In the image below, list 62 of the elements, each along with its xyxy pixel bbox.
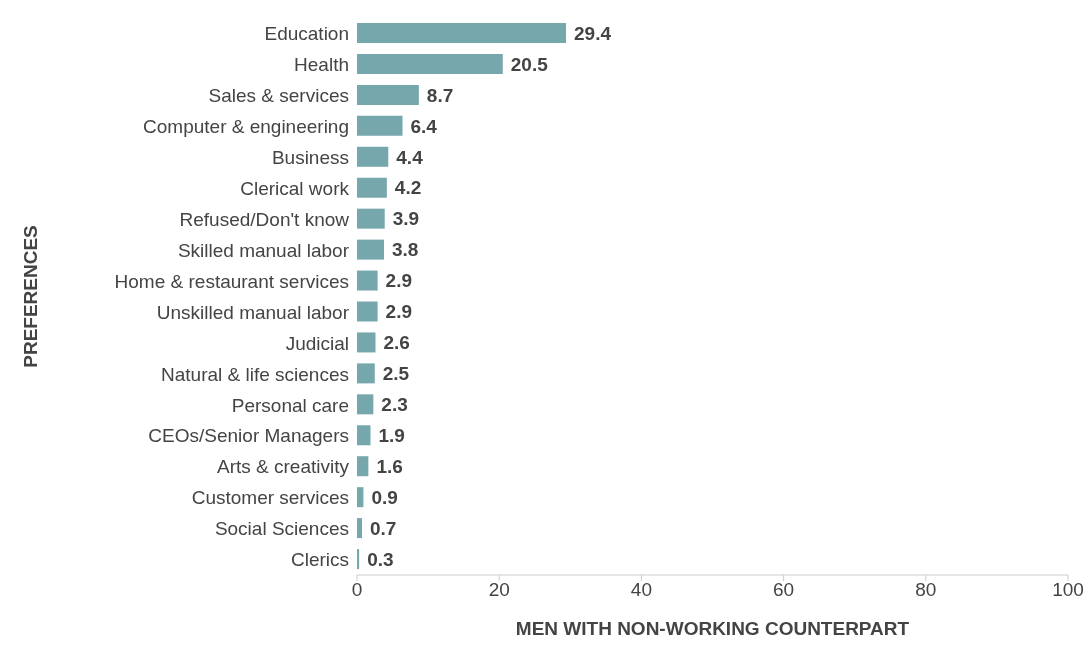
data-label: 2.6 <box>383 332 410 354</box>
y-tick-label: Customer services <box>191 487 349 509</box>
bar <box>357 53 503 74</box>
x-tick-label: 60 <box>773 579 795 601</box>
bar <box>357 23 567 43</box>
y-tick-label: Sales & services <box>208 85 349 107</box>
y-tick-label: Business <box>271 146 349 168</box>
x-axis-title: MEN WITH NON-WORKING COUNTERPART <box>515 618 910 639</box>
bar <box>357 301 378 322</box>
y-tick-label: Arts & creativity <box>217 456 350 478</box>
bar <box>357 332 376 353</box>
bar <box>357 394 374 415</box>
bar <box>357 549 360 570</box>
bar <box>357 270 378 291</box>
data-label: 0.3 <box>367 548 394 570</box>
bar <box>357 239 385 260</box>
data-label: 1.9 <box>378 425 405 447</box>
y-tick-label: Skilled manual labor <box>177 239 350 261</box>
y-tick-label: Refused/Don't know <box>179 208 350 230</box>
bar <box>357 146 389 167</box>
y-tick-label: Clerics <box>290 549 349 571</box>
data-label: 2.5 <box>382 363 410 385</box>
y-tick-label: Natural & life sciences <box>161 363 349 385</box>
y-tick-label: CEOs/Senior Managers <box>148 425 349 447</box>
bar <box>357 518 362 539</box>
data-label: 0.9 <box>371 486 398 508</box>
data-label: 0.7 <box>369 517 397 539</box>
bar <box>357 425 371 446</box>
data-label: 4.2 <box>394 177 422 199</box>
x-tick-label: 100 <box>1052 579 1084 601</box>
data-label: 2.9 <box>385 301 413 323</box>
y-tick-label: Home & restaurant services <box>114 270 349 292</box>
data-label: 3.8 <box>392 239 419 261</box>
data-label: 1.6 <box>376 455 403 477</box>
x-tick-label: 20 <box>488 579 510 601</box>
x-tick-label: 80 <box>915 579 937 601</box>
y-tick-label: Judicial <box>285 332 349 354</box>
bar <box>357 456 369 477</box>
data-label: 2.9 <box>385 270 413 292</box>
bar <box>357 487 364 508</box>
y-tick-label: Social Sciences <box>214 518 349 540</box>
bar <box>357 84 419 105</box>
y-tick-label: Computer & engineering <box>143 116 349 138</box>
data-label: 2.3 <box>381 394 408 416</box>
y-tick-label: Education <box>264 23 349 45</box>
y-tick-label: Unskilled manual labor <box>156 301 350 323</box>
bar <box>357 363 375 384</box>
data-label: 6.4 <box>410 115 438 137</box>
bar <box>357 115 403 136</box>
y-axis-title: PREFERENCES <box>19 225 41 368</box>
data-label: 29.4 <box>574 22 612 44</box>
y-tick-label: Clerical work <box>240 177 350 199</box>
data-label: 4.4 <box>396 146 424 168</box>
data-label: 8.7 <box>426 84 454 106</box>
y-tick-label: Personal care <box>231 394 349 416</box>
bar <box>357 208 385 229</box>
x-tick-label: 40 <box>630 579 652 601</box>
y-tick-label: Health <box>294 54 349 76</box>
data-label: 3.9 <box>392 208 420 230</box>
data-label: 20.5 <box>510 53 549 75</box>
x-tick-label: 0 <box>351 579 363 601</box>
bar <box>357 177 387 198</box>
